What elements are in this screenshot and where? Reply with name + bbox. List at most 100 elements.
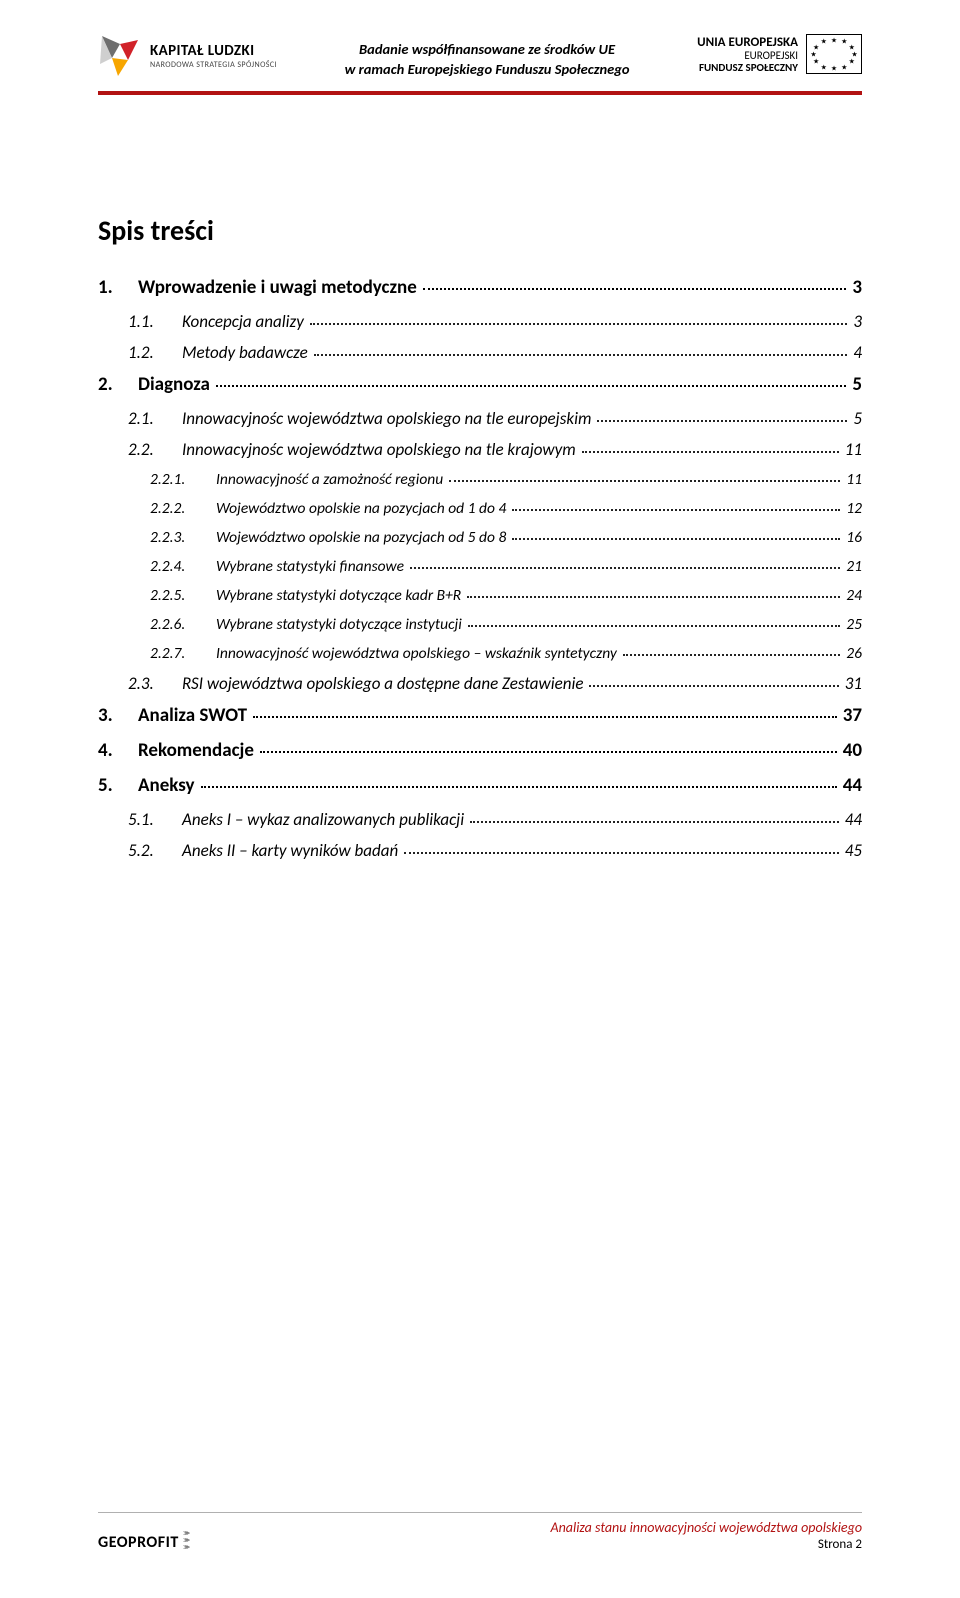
toc-leader-dots <box>310 323 848 325</box>
toc-entry-l3: 2.2.2.Województwo opolskie na pozycjach … <box>98 499 862 518</box>
toc-page: 3 <box>853 311 862 332</box>
header-right-block: UNIA EUROPEJSKA EUROPEJSKI FUNDUSZ SPOŁE… <box>697 34 862 74</box>
toc-entry-l2: 1.2.Metody badawcze 4 <box>98 342 862 363</box>
toc-leader-dots <box>467 596 840 598</box>
toc-label: Rekomendacje <box>138 739 254 762</box>
toc-page: 40 <box>843 739 862 762</box>
toc-entry-l3: 2.2.4.Wybrane statystyki finansowe21 <box>98 557 862 576</box>
toc-page: 11 <box>846 470 862 489</box>
table-of-contents: 1.Wprowadzenie i uwagi metodyczne31.1.Ko… <box>98 276 862 861</box>
page: KAPITAŁ LUDZKI NARODOWA STRATEGIA SPÓJNO… <box>0 0 960 1598</box>
toc-page: 24 <box>846 586 862 605</box>
toc-leader-dots <box>512 538 840 540</box>
toc-number: 2.2. <box>98 439 182 460</box>
kl-subtitle: NARODOWA STRATEGIA SPÓJNOŚCI <box>150 61 277 69</box>
toc-page: 21 <box>846 557 862 576</box>
toc-number: 2.2.6. <box>98 615 216 634</box>
toc-number: 2.3. <box>98 673 182 694</box>
toc-leader-dots <box>623 654 840 656</box>
toc-label: Województwo opolskie na pozycjach od 5 d… <box>216 528 506 547</box>
toc-number: 5.1. <box>98 809 182 830</box>
toc-number: 2.1. <box>98 408 182 429</box>
toc-entry-l2: 1.1.Koncepcja analizy 3 <box>98 311 862 332</box>
toc-number: 2. <box>98 373 138 396</box>
toc-page: 11 <box>845 439 862 460</box>
toc-leader-dots <box>470 821 839 823</box>
toc-leader-dots <box>201 786 837 788</box>
toc-label: Aneks II – karty wyników badań <box>182 840 398 861</box>
toc-page: 37 <box>843 704 862 727</box>
toc-label: Innowacyjność województwa opolskiego – w… <box>216 644 617 663</box>
header: KAPITAŁ LUDZKI NARODOWA STRATEGIA SPÓJNO… <box>98 0 862 79</box>
toc-label: Aneks I – wykaz analizowanych publikacji <box>182 809 464 830</box>
toc-label: Wybrane statystyki dotyczące instytucji <box>216 615 462 634</box>
header-left-logo-block: KAPITAŁ LUDZKI NARODOWA STRATEGIA SPÓJNO… <box>98 34 277 78</box>
toc-leader-dots <box>449 480 840 482</box>
toc-number: 1.1. <box>98 311 182 332</box>
toc-number: 5. <box>98 774 138 797</box>
toc-label: Wybrane statystyki dotyczące kadr B+R <box>216 586 461 605</box>
toc-page: 44 <box>845 809 862 830</box>
content: Spis treści 1.Wprowadzenie i uwagi metod… <box>98 95 862 861</box>
toc-page: 44 <box>843 774 862 797</box>
toc-number: 2.2.3. <box>98 528 216 547</box>
toc-leader-dots <box>512 509 840 511</box>
toc-label: Koncepcja analizy <box>182 311 304 332</box>
toc-page: 4 <box>853 342 862 363</box>
toc-number: 4. <box>98 739 138 762</box>
toc-entry-l3: 2.2.5.Wybrane statystyki dotyczące kadr … <box>98 586 862 605</box>
toc-leader-dots <box>260 751 837 753</box>
toc-number: 2.2.2. <box>98 499 216 518</box>
hdr-center-line1: Badanie współfinansowane ze środków UE <box>287 40 687 60</box>
ue-text: UNIA EUROPEJSKA EUROPEJSKI FUNDUSZ SPOŁE… <box>697 36 798 73</box>
ue-sub1: EUROPEJSKI <box>744 50 798 61</box>
toc-label: Wprowadzenie i uwagi metodyczne <box>138 276 417 299</box>
toc-number: 5.2. <box>98 840 182 861</box>
toc-entry-l2: 2.1.Innowacyjnośc województwa opolskiego… <box>98 408 862 429</box>
toc-entry-l3: 2.2.7.Innowacyjność województwa opolskie… <box>98 644 862 663</box>
toc-entry-l1: 5.Aneksy44 <box>98 774 862 797</box>
kapital-ludzki-logo-icon <box>98 34 142 78</box>
toc-label: Województwo opolskie na pozycjach od 1 d… <box>216 499 506 518</box>
toc-page: 12 <box>846 499 862 518</box>
toc-number: 2.2.1. <box>98 470 216 489</box>
page-title: Spis treści <box>98 213 862 248</box>
toc-page: 3 <box>852 276 862 299</box>
toc-number: 2.2.5. <box>98 586 216 605</box>
toc-entry-l1: 2.Diagnoza 5 <box>98 373 862 396</box>
toc-page: 45 <box>845 840 862 861</box>
toc-label: Metody badawcze <box>182 342 308 363</box>
geoprofit-name: GEOPROFIT <box>98 1533 179 1552</box>
toc-label: Innowacyjność a zamożność regionu <box>216 470 443 489</box>
footer: GEOPROFIT >>> >>> >>> Analiza stanu inno… <box>98 1512 862 1553</box>
toc-leader-dots <box>314 354 848 356</box>
toc-leader-dots <box>589 685 838 687</box>
footer-page-number: Strona 2 <box>550 1537 862 1552</box>
toc-page: 5 <box>853 408 862 429</box>
toc-leader-dots <box>216 385 846 387</box>
toc-number: 1.2. <box>98 342 182 363</box>
footer-doc-title: Analiza stanu innowacyjności województwa… <box>550 1519 862 1536</box>
toc-page: 5 <box>852 373 862 396</box>
toc-page: 26 <box>846 644 862 663</box>
toc-label: Diagnoza <box>138 373 210 396</box>
header-left-text: KAPITAŁ LUDZKI NARODOWA STRATEGIA SPÓJNO… <box>150 44 277 69</box>
toc-leader-dots <box>423 288 847 290</box>
ue-sub2: FUNDUSZ SPOŁECZNY <box>699 62 798 73</box>
ue-title: UNIA EUROPEJSKA <box>697 36 798 49</box>
toc-label: Analiza SWOT <box>138 704 247 727</box>
toc-leader-dots <box>253 716 837 718</box>
toc-leader-dots <box>404 852 839 854</box>
footer-divider <box>98 1512 862 1514</box>
toc-entry-l3: 2.2.3.Województwo opolskie na pozycjach … <box>98 528 862 547</box>
footer-left-brand: GEOPROFIT >>> >>> >>> <box>98 1532 187 1552</box>
toc-label: Innowacyjnośc województwa opolskiego na … <box>182 439 576 460</box>
kl-title: KAPITAŁ LUDZKI <box>150 44 277 59</box>
toc-leader-dots <box>582 451 839 453</box>
eu-flag-icon: ★ ★ ★ ★ ★ ★ ★ ★ ★ ★ ★ ★ <box>806 34 862 74</box>
toc-page: 31 <box>845 673 862 694</box>
toc-entry-l2: 5.1.Aneks I – wykaz analizowanych publik… <box>98 809 862 830</box>
toc-number: 1. <box>98 276 138 299</box>
toc-entry-l2: 5.2.Aneks II – karty wyników badań 45 <box>98 840 862 861</box>
toc-label: Innowacyjnośc województwa opolskiego na … <box>182 408 591 429</box>
